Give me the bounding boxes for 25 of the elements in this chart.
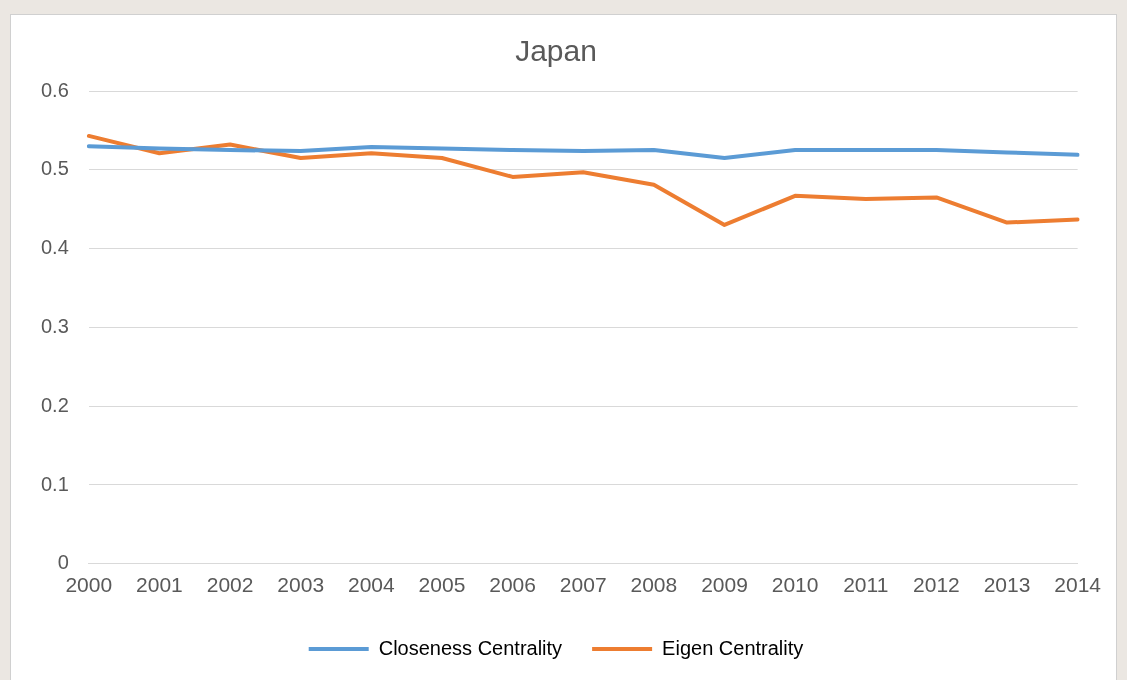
x-tick-label: 2014 — [1054, 573, 1102, 597]
x-tick-label: 2012 — [913, 573, 960, 597]
x-tick-label: 2006 — [489, 573, 536, 597]
x-tick-label: 2001 — [136, 573, 183, 597]
x-tick-label: 2005 — [418, 573, 466, 597]
x-tick-label: 2013 — [983, 573, 1031, 597]
x-tick-label: 2010 — [771, 573, 819, 597]
y-tick-label: 0.3 — [40, 314, 69, 337]
x-tick-label: 2004 — [347, 573, 396, 597]
y-tick-label: 0 — [57, 551, 69, 574]
y-tick-label: 0.2 — [40, 393, 69, 416]
x-tick-label: 2003 — [277, 573, 325, 597]
y-tick-label: 0.5 — [40, 157, 69, 180]
x-tick-label: 2009 — [701, 573, 748, 597]
legend-label: Closeness Centrality — [378, 636, 563, 659]
x-tick-label: 2000 — [65, 573, 113, 597]
y-tick-label: 0.4 — [40, 236, 69, 259]
x-tick-label: 2007 — [559, 573, 607, 597]
y-tick-label: 0.6 — [40, 78, 69, 101]
x-tick-label: 2002 — [206, 573, 254, 597]
x-tick-label: 2011 — [843, 573, 889, 597]
x-tick-label: 2008 — [630, 573, 678, 597]
y-tick-label: 0.1 — [40, 472, 69, 495]
legend-label: Eigen Centrality — [662, 636, 804, 659]
chart-title: Japan — [515, 34, 597, 68]
